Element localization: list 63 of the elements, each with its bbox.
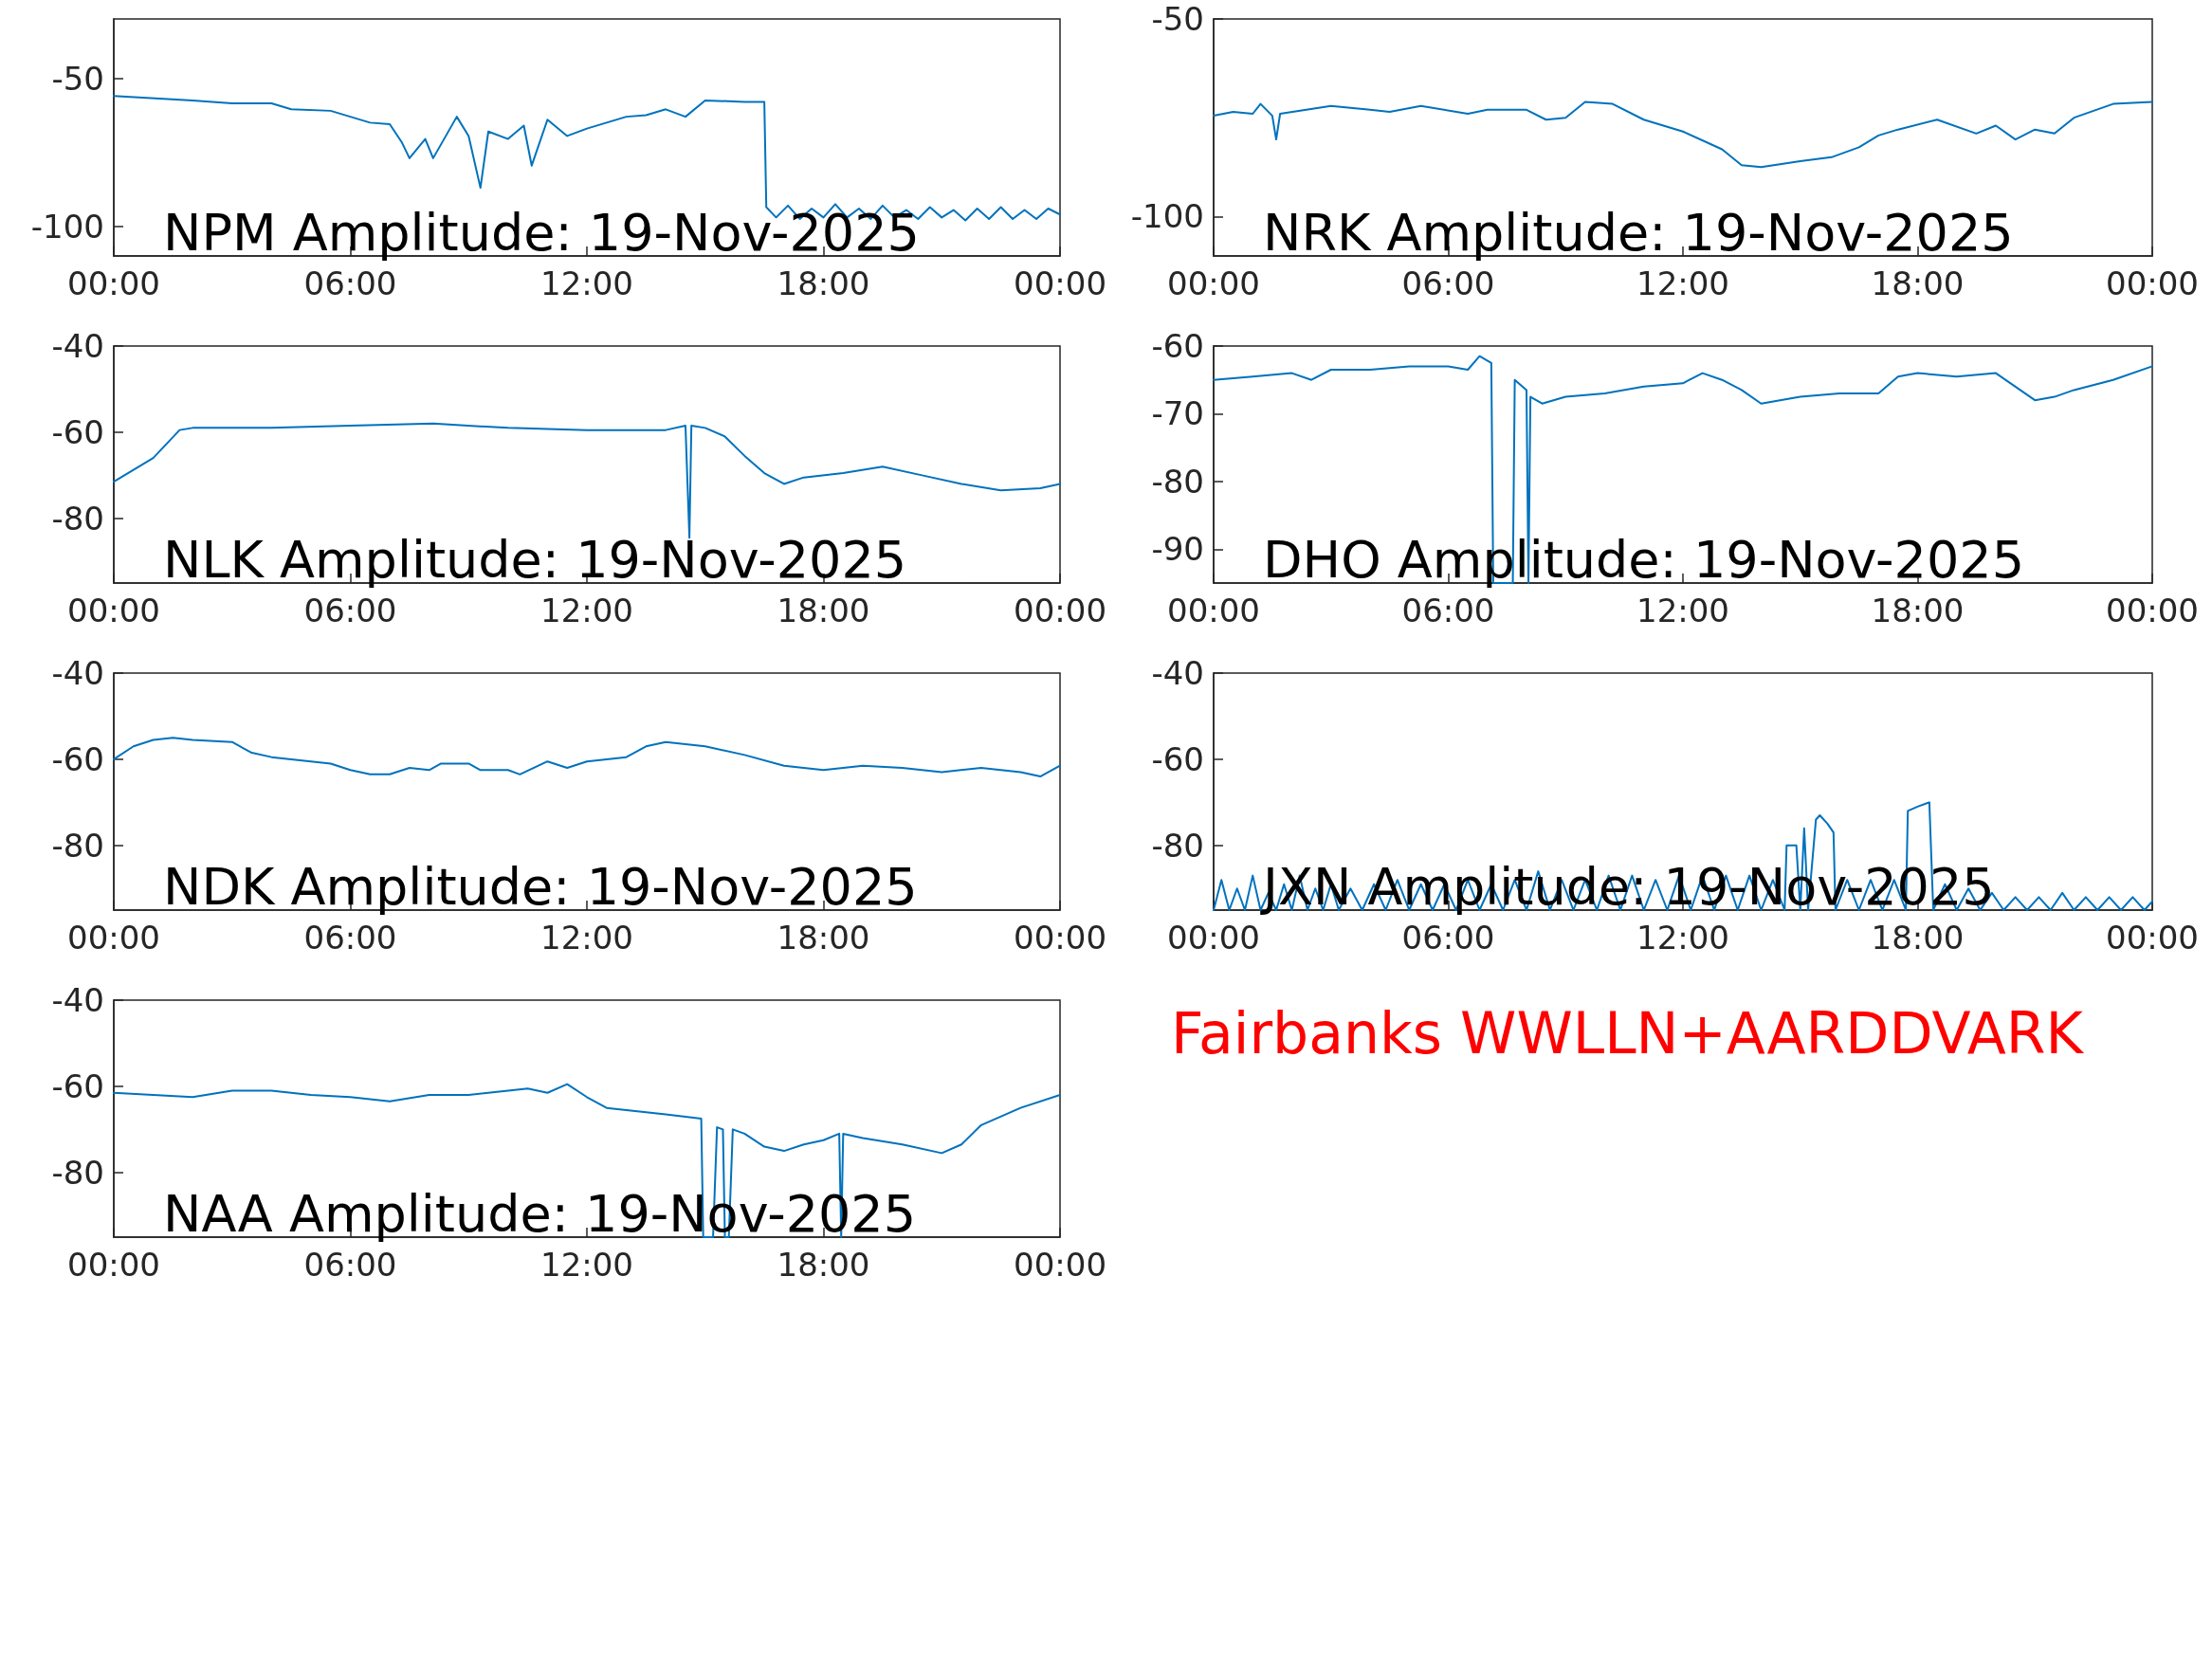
x-tick-label: 00:00 <box>1167 592 1260 629</box>
x-tick-label: 18:00 <box>1871 264 1965 302</box>
x-tick-label: 12:00 <box>1636 919 1729 957</box>
x-tick-label: 18:00 <box>1871 592 1965 629</box>
line-series <box>1213 100 2153 169</box>
x-tick-label: 12:00 <box>1636 264 1729 302</box>
x-tick-label: 06:00 <box>1401 592 1495 629</box>
y-tick-label: -40 <box>51 981 104 1019</box>
y-tick-label: -40 <box>51 654 104 692</box>
text: NDK Amplitude: 19-Nov-2025 <box>163 856 918 917</box>
y-tick-label: -80 <box>51 826 104 865</box>
y-tick-label: -60 <box>51 739 104 778</box>
x-tick-label: 00:00 <box>67 592 160 629</box>
y-tick-label: -50 <box>51 59 104 98</box>
text: NLK Amplitude: 19-Nov-2025 <box>163 529 907 590</box>
y-tick-label: -60 <box>1151 739 1204 778</box>
x-tick-label: 00:00 <box>2106 264 2199 302</box>
y-tick-label: -60 <box>1151 327 1204 365</box>
x-tick-label: 18:00 <box>777 1246 870 1284</box>
x-tick-label: 00:00 <box>2106 919 2199 957</box>
x-tick-label: 00:00 <box>2106 592 2199 629</box>
x-tick-label: 12:00 <box>540 919 633 957</box>
text: NPM Amplitude: 19-Nov-2025 <box>163 202 920 263</box>
x-tick-label: 06:00 <box>1401 264 1495 302</box>
y-tick-label: -100 <box>1130 197 1204 236</box>
x-tick-label: 00:00 <box>1014 592 1106 629</box>
x-tick-label: 18:00 <box>1871 919 1965 957</box>
x-tick-label: 00:00 <box>1014 919 1106 957</box>
y-tick-label: -50 <box>1151 0 1204 38</box>
x-tick-label: 00:00 <box>67 919 160 957</box>
text: NRK Amplitude: 19-Nov-2025 <box>1263 202 2014 263</box>
y-tick-label: -100 <box>30 207 104 246</box>
text: Fairbanks WWLLN+AARDDVARK <box>1171 1000 2083 1066</box>
x-tick-label: 18:00 <box>777 919 870 957</box>
y-tick-label: -80 <box>51 1153 104 1192</box>
x-tick-label: 00:00 <box>1014 264 1106 302</box>
x-tick-label: 06:00 <box>1401 919 1495 957</box>
line-series <box>113 737 1062 778</box>
x-tick-label: 06:00 <box>303 1246 397 1284</box>
y-tick-label: -80 <box>1151 462 1204 501</box>
x-tick-label: 00:00 <box>67 1246 160 1284</box>
x-tick-label: 18:00 <box>777 592 870 629</box>
line-series <box>113 422 1062 539</box>
y-tick-label: -40 <box>1151 654 1204 692</box>
y-tick-label: -80 <box>1151 826 1204 865</box>
x-tick-label: 00:00 <box>67 264 160 302</box>
y-tick-label: -70 <box>1151 394 1204 433</box>
x-tick-label: 12:00 <box>540 1246 633 1284</box>
x-tick-label: 12:00 <box>1636 592 1729 629</box>
y-tick-label: -90 <box>1151 530 1204 569</box>
x-tick-label: 12:00 <box>540 592 633 629</box>
y-tick-label: -40 <box>51 327 104 365</box>
x-tick-label: 06:00 <box>303 592 397 629</box>
y-tick-label: -60 <box>51 1066 104 1105</box>
x-tick-label: 00:00 <box>1167 264 1260 302</box>
x-tick-label: 06:00 <box>303 919 397 957</box>
x-tick-label: 18:00 <box>777 264 870 302</box>
x-tick-label: 00:00 <box>1167 919 1260 957</box>
x-tick-label: 06:00 <box>303 264 397 302</box>
x-tick-label: 12:00 <box>540 264 633 302</box>
y-tick-label: -60 <box>51 412 104 451</box>
x-tick-label: 00:00 <box>1014 1246 1106 1284</box>
y-tick-label: -80 <box>51 499 104 538</box>
